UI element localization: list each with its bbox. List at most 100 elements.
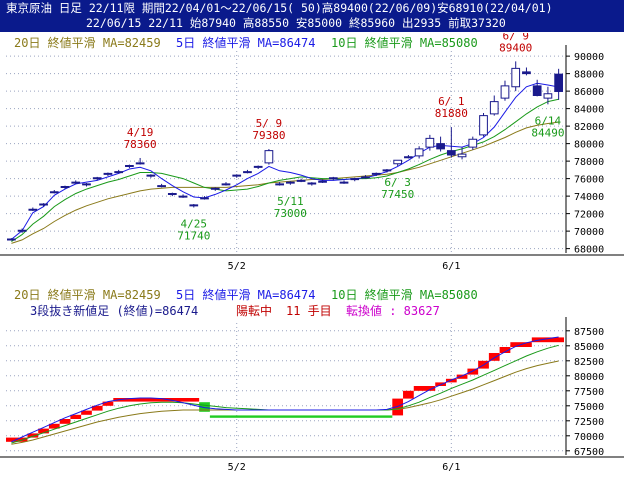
candle-body bbox=[135, 162, 145, 165]
y-tick-label: 68000 bbox=[574, 245, 604, 256]
annotation-value: 73000 bbox=[274, 207, 307, 220]
title-bar: 東京原油 日足 22/11限 期間22/04/01～22/06/15( 50)高… bbox=[0, 0, 624, 32]
candle-body bbox=[210, 187, 220, 190]
y-tick-label: 82000 bbox=[574, 122, 604, 133]
candles bbox=[7, 61, 563, 241]
candle-body bbox=[275, 183, 284, 186]
candle-body bbox=[328, 177, 338, 180]
y-tick-label: 90000 bbox=[574, 52, 604, 63]
candle-body bbox=[253, 165, 263, 168]
candle-body bbox=[296, 179, 306, 182]
brick-up bbox=[27, 433, 39, 438]
candle-body bbox=[243, 171, 252, 174]
brick-up bbox=[59, 419, 71, 424]
candle-body bbox=[221, 183, 231, 186]
candle-body bbox=[71, 181, 81, 184]
candle-body bbox=[318, 180, 327, 183]
candle-body bbox=[339, 181, 349, 184]
candle-body bbox=[167, 193, 177, 195]
ma5-line bbox=[11, 82, 559, 240]
candle-body bbox=[468, 138, 478, 148]
candle-body bbox=[532, 85, 542, 96]
candle-body bbox=[92, 177, 102, 180]
candle-body bbox=[232, 174, 242, 177]
candle-body bbox=[554, 73, 563, 92]
x-tick-label: 6/1 bbox=[442, 462, 460, 473]
candlestick-chart: 20日 終値平滑 MA=82459 5日 終値平滑 MA=86474 10日 終値平… bbox=[0, 29, 624, 272]
brick-up bbox=[113, 398, 200, 402]
candle-body bbox=[103, 172, 113, 175]
annotation-value: 77450 bbox=[381, 188, 414, 201]
ma10-line bbox=[11, 344, 559, 444]
brick-up bbox=[392, 398, 404, 416]
x-tick-label: 5/2 bbox=[228, 462, 246, 473]
annotation-date: 6/ 1 bbox=[438, 95, 465, 108]
new-price-bar-chart: 20日 終値平滑 MA=82459 5日 終値平滑 MA=86474 10日 終値平… bbox=[0, 287, 624, 473]
legend-ma5: 5日 終値平滑 MA=86474 bbox=[176, 35, 315, 50]
annotation-date: 4/25 bbox=[181, 218, 208, 231]
candle-body bbox=[82, 183, 91, 186]
ma10-line bbox=[11, 98, 559, 243]
brick-up bbox=[531, 337, 564, 343]
grid: 67500 70000 72500 75000 77500 80000 82500 85000… bbox=[0, 317, 624, 458]
candle-body bbox=[500, 85, 510, 99]
candle-body bbox=[543, 93, 553, 99]
bricks bbox=[6, 337, 564, 442]
legend-ma10: 10日 終値平滑 MA=85080 bbox=[331, 35, 478, 50]
candle-body bbox=[361, 176, 370, 179]
candle-body bbox=[522, 71, 531, 75]
brick-down bbox=[199, 402, 210, 412]
new-price-info: 3段抜き新値足 (終値)=86474 陽転中 11 手目 転換値 : 83627 bbox=[30, 303, 440, 318]
brick-up bbox=[48, 423, 60, 429]
candle-body bbox=[286, 181, 295, 184]
candle-body bbox=[382, 169, 392, 172]
candle-body bbox=[49, 191, 59, 194]
y-tick-label: 88000 bbox=[574, 70, 604, 81]
candle-body bbox=[189, 204, 199, 207]
y-tick-label: 67500 bbox=[574, 447, 604, 458]
annotation-value: 79380 bbox=[252, 129, 285, 142]
new-price-close: 3段抜き新値足 (終値)=86474 bbox=[30, 303, 198, 318]
ma20-line bbox=[11, 121, 559, 244]
x-tick-label: 5/2 bbox=[228, 261, 246, 272]
reversal-value: 転換値 : 83627 bbox=[346, 303, 440, 318]
ma5-line bbox=[11, 336, 559, 443]
y-tick-label: 76000 bbox=[574, 175, 604, 186]
candle-body bbox=[371, 172, 381, 175]
brick-up bbox=[70, 414, 82, 419]
annotation-date: 6/ 3 bbox=[384, 176, 411, 189]
new-price-panel: 20日 終値平滑 MA=82459 5日 終値平滑 MA=86474 10日 終値平… bbox=[0, 283, 624, 475]
candle-body bbox=[414, 148, 424, 157]
candle-body bbox=[17, 229, 27, 232]
y-tick-label: 85000 bbox=[574, 342, 604, 353]
trend-status: 陽転中 bbox=[236, 303, 272, 318]
candle-body bbox=[264, 150, 274, 164]
annotation-value: 89400 bbox=[499, 41, 532, 54]
legend-ma5: 5日 終値平滑 MA=86474 bbox=[176, 287, 315, 302]
grid: 68000 70000 72000 74000 76000 78000 80000 82000… bbox=[0, 45, 624, 256]
candle-body bbox=[425, 137, 435, 148]
y-tick-label: 77500 bbox=[574, 387, 604, 398]
candle-body bbox=[446, 150, 456, 156]
brick-up bbox=[38, 428, 49, 434]
candle-body bbox=[157, 185, 166, 188]
candle-body bbox=[60, 186, 70, 188]
y-tick-label: 87500 bbox=[574, 327, 604, 338]
candle-body bbox=[178, 195, 188, 198]
brick-up bbox=[91, 405, 103, 411]
annotation-date: 6/ 9 bbox=[502, 33, 529, 42]
candle-body bbox=[125, 165, 134, 167]
candle-body bbox=[39, 203, 48, 206]
annotation-date: 6/14 bbox=[535, 114, 562, 127]
candle-body bbox=[404, 156, 413, 159]
y-tick-label: 78000 bbox=[574, 157, 604, 168]
candle-body bbox=[393, 159, 403, 165]
candle-body bbox=[146, 174, 156, 177]
annotation-value: 71740 bbox=[177, 230, 210, 243]
brick-down bbox=[209, 415, 393, 418]
y-tick-label: 72000 bbox=[574, 210, 604, 221]
y-tick-label: 80000 bbox=[574, 372, 604, 383]
brick-up bbox=[435, 382, 446, 386]
y-tick-label: 72500 bbox=[574, 417, 604, 428]
